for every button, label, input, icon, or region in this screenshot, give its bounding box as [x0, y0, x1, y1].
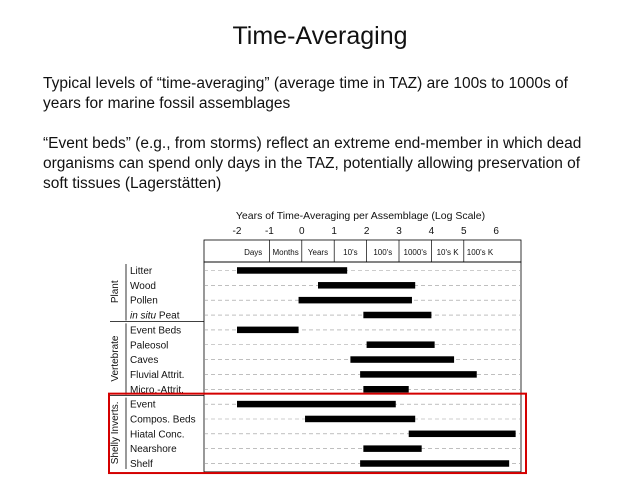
range-bar	[237, 267, 348, 274]
row-label: Nearshore	[130, 444, 177, 455]
x-tick-label: 4	[429, 226, 435, 237]
range-bar	[305, 415, 416, 423]
range-bar	[363, 386, 409, 393]
row-label: Caves	[130, 355, 158, 366]
row-label: Hiatal Conc.	[130, 429, 184, 440]
row-label: Fluvial Attrit.	[130, 370, 184, 381]
range-bar	[298, 296, 412, 304]
row-label: Paleosol	[130, 340, 168, 351]
range-bar	[360, 460, 510, 467]
highlight-box	[108, 392, 527, 475]
range-bar	[363, 445, 422, 452]
row-label: Wood	[130, 281, 156, 292]
x-tick-label: 0	[299, 226, 305, 237]
row-label: Pollen	[130, 296, 158, 307]
time-bin-label: 100's	[373, 248, 392, 257]
group-label: Plant	[110, 280, 121, 303]
row-label: Shelf	[130, 459, 153, 470]
bullet-paragraph-2: “Event beds” (e.g., from storms) reflect…	[43, 135, 582, 192]
bullet-paragraph-1: Typical levels of “time-averaging” (aver…	[43, 75, 568, 112]
x-tick-label: -2	[233, 226, 242, 237]
slide-title: Time-Averaging	[232, 22, 408, 50]
x-tick-label: 3	[396, 226, 402, 237]
range-bar	[360, 371, 477, 378]
time-bin-label: 10's K	[437, 248, 460, 257]
plot-frame	[203, 261, 522, 473]
time-bin-label: Days	[244, 248, 262, 257]
row-label: Micro.-Attrit.	[130, 385, 184, 396]
row-label: Litter	[130, 266, 153, 277]
x-tick-label: 5	[461, 226, 467, 237]
x-tick-label: 2	[364, 226, 370, 237]
range-bar	[318, 282, 416, 289]
group-label: Shelly Inverts.	[110, 401, 121, 464]
time-bin-label: 1000's	[404, 248, 427, 257]
x-tick-label: 1	[331, 226, 337, 237]
x-tick-label: 6	[493, 226, 499, 237]
time-bin-label: Months	[272, 248, 298, 257]
range-bar	[408, 430, 516, 438]
row-label: Event Beds	[130, 325, 181, 336]
range-bar	[237, 326, 299, 334]
group-label: Vertebrate	[110, 335, 121, 382]
row-label: Event	[130, 400, 156, 411]
range-bar	[350, 356, 455, 363]
time-bin-label: 100's K	[467, 248, 494, 257]
range-bar	[366, 341, 435, 348]
chart-title: Years of Time-Averaging per Assemblage (…	[236, 210, 485, 222]
time-bin-label: Years	[308, 248, 328, 257]
range-bar	[237, 400, 396, 408]
row-label: in situ Peat	[130, 311, 180, 322]
x-tick-label: -1	[265, 226, 274, 237]
time-bin-label: 10's	[343, 248, 357, 257]
row-label: Compos. Beds	[130, 415, 196, 426]
range-bar	[363, 311, 432, 319]
